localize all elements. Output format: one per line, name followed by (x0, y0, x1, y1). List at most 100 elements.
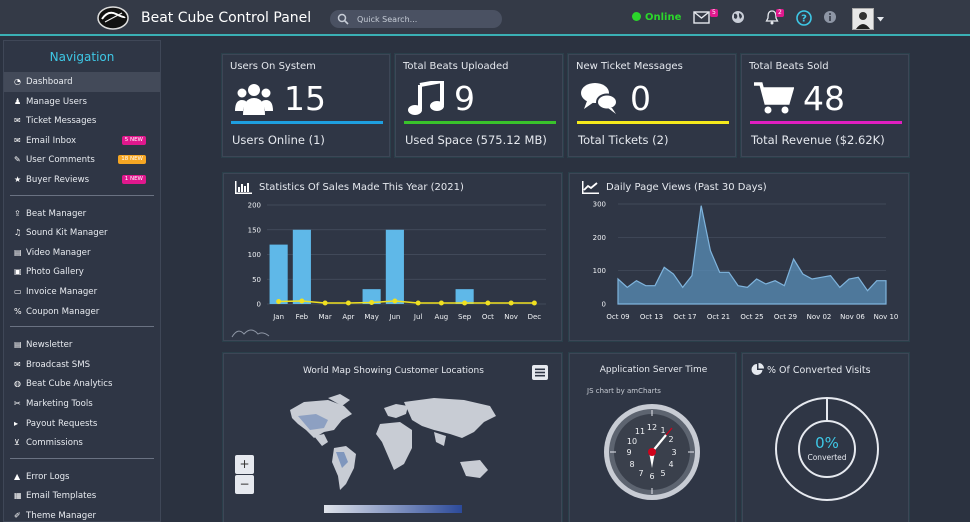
new-badge: 5 NEW (121, 135, 146, 145)
help-icon[interactable]: ? (796, 10, 812, 26)
svg-text:6: 6 (649, 472, 654, 481)
stat-value: 15 (284, 79, 326, 118)
sales-chart[interactable]: 0 50 100 150 200 Jan Feb Mar Apr May Jun Jul Aug Sep O… (224, 174, 563, 342)
sidebar-item-label: Manage Users (26, 96, 87, 107)
globe-icon[interactable] (731, 10, 745, 24)
sidebar-item-label: Beat Cube Analytics (26, 379, 113, 390)
envelope-icon[interactable] (693, 10, 711, 24)
x-tick-label: Jul (413, 313, 423, 321)
sidebar-item-video-manager[interactable]: ▤ Video Manager (4, 243, 160, 263)
svg-text:12: 12 (647, 423, 657, 432)
stat-footer: Used Space (575.12 MB) (405, 133, 547, 147)
pageviews-area (617, 205, 887, 305)
comments-icon: ✉ (14, 116, 21, 126)
sidebar-item-dashboard[interactable]: ◔ Dashboard (4, 72, 160, 92)
sales-trend-point (345, 300, 351, 306)
sidebar-item-label: Dashboard (26, 77, 73, 87)
sidebar-item-buyer-reviews[interactable]: ★ Buyer Reviews 1 NEW (4, 170, 160, 190)
zoom-out-button[interactable]: − (235, 475, 254, 494)
new-badge: 18 NEW (118, 155, 146, 165)
sidebar-item-ticket-messages[interactable]: ✉ Ticket Messages (4, 111, 160, 131)
svg-text:1: 1 (660, 426, 665, 435)
sales-trend-point (485, 300, 491, 306)
stat-title: Users On System (230, 61, 316, 72)
sales-chart-panel: Statistics Of Sales Made This Year (2021… (223, 173, 562, 341)
sidebar-item-label: Commissions (26, 438, 83, 449)
sidebar-item-manage-users[interactable]: ♟ Manage Users (4, 92, 160, 112)
sidebar-item-label: Email Templates (26, 491, 97, 502)
search-box[interactable] (330, 10, 502, 28)
y-tick-label: 150 (248, 226, 261, 234)
sales-trend-point (462, 300, 468, 306)
sidebar-item-label: Video Manager (26, 247, 91, 258)
sidebar-item-email-inbox[interactable]: ✉ Email Inbox 5 NEW (4, 131, 160, 151)
world-map[interactable] (284, 390, 504, 500)
sidebar-item-email-templates[interactable]: ▦ Email Templates (4, 486, 160, 506)
status-label: Online (645, 12, 682, 23)
server-time-panel: Application Server Time JS chart by amCh… (569, 353, 736, 522)
sidebar: Navigation ◔ Dashboard ♟ Manage Users ✉ Ticke… (3, 40, 161, 522)
sales-trend-point (369, 300, 375, 306)
svg-text:2: 2 (668, 435, 673, 444)
sidebar-item-label: Coupon Manager (26, 306, 100, 317)
money-icon: ▭ (14, 286, 22, 296)
stat-card-new-ticket-messages: New Ticket Messages 0 Total Tickets (2) (568, 54, 736, 157)
bell-icon[interactable] (765, 10, 779, 25)
sales-trend-point (322, 300, 328, 306)
sidebar-item-beat-cube-analytics[interactable]: ◍ Beat Cube Analytics (4, 374, 160, 394)
y-tick-label: 200 (248, 202, 261, 210)
top-bar: Beat Cube Control Panel Online 5 2 ? (0, 0, 970, 36)
sidebar-item-commissions[interactable]: ⊻ Commissions (4, 433, 160, 453)
sidebar-item-label: Invoice Manager (26, 286, 98, 297)
sidebar-item-photo-gallery[interactable]: ▣ Photo Gallery (4, 262, 160, 282)
sidebar-item-newsletter[interactable]: ▤ Newsletter (4, 335, 160, 355)
search-icon (337, 13, 349, 25)
converted-percent: 0% (815, 434, 839, 452)
stat-title: New Ticket Messages (576, 61, 683, 72)
search-input[interactable] (357, 12, 497, 26)
world-map-panel: World Map Showing Customer Locations + − (223, 353, 562, 522)
svg-text:9: 9 (626, 448, 631, 457)
svg-text:?: ? (801, 14, 807, 25)
sidebar-item-payout-requests[interactable]: ▸ Payout Requests (4, 414, 160, 434)
zoom-in-button[interactable]: + (235, 455, 254, 474)
stat-title: Total Beats Uploaded (403, 61, 509, 72)
info-icon[interactable] (823, 10, 837, 24)
menu-icon[interactable] (532, 365, 548, 380)
x-tick-label: Jan (272, 313, 284, 321)
sidebar-item-label: Newsletter (26, 340, 73, 351)
sidebar-item-label: Marketing Tools (26, 398, 93, 409)
y-tick-label: 50 (252, 276, 261, 284)
converted-visits-panel: % Of Converted Visits 0% Converted (742, 353, 909, 522)
sidebar-item-error-logs[interactable]: ▲ Error Logs (4, 467, 160, 487)
sidebar-item-coupon-manager[interactable]: % Coupon Manager (4, 302, 160, 322)
sidebar-item-user-comments[interactable]: ✎ User Comments 18 NEW (4, 150, 160, 170)
sidebar-item-label: Photo Gallery (26, 267, 84, 278)
sidebar-item-broadcast-sms[interactable]: ✉ Broadcast SMS (4, 355, 160, 375)
sidebar-item-sound-kit-manager[interactable]: ♫ Sound Kit Manager (4, 223, 160, 243)
sales-bar (269, 244, 288, 304)
sidebar-item-beat-manager[interactable]: ⇪ Beat Manager (4, 204, 160, 224)
mail-badge: 5 (710, 9, 718, 17)
sales-trend-line (278, 300, 535, 304)
x-tick-label: Oct 21 (707, 313, 730, 321)
users-icon: ♟ (14, 96, 22, 106)
sidebar-item-label: Theme Manager (26, 510, 97, 521)
beat-cube-logo[interactable] (96, 5, 130, 31)
sidebar-item-invoice-manager[interactable]: ▭ Invoice Manager (4, 282, 160, 302)
percent-icon: % (14, 306, 22, 316)
stat-accent-line (231, 121, 383, 124)
y-tick-label: 0 (257, 301, 261, 309)
online-status: Online (632, 12, 681, 23)
svg-text:4: 4 (668, 460, 673, 469)
chevron-down-icon[interactable] (877, 17, 884, 22)
online-dot (632, 12, 641, 21)
tools-icon: ✂ (14, 398, 21, 408)
sidebar-item-label: Beat Manager (26, 208, 87, 219)
nav-title: Navigation (49, 50, 115, 64)
user-avatar[interactable] (852, 8, 874, 30)
sidebar-item-marketing-tools[interactable]: ✂ Marketing Tools (4, 394, 160, 414)
sidebar-item-theme-manager[interactable]: ✐ Theme Manager (4, 506, 160, 522)
pageviews-chart[interactable]: 0 100 200 300 Oct 09 Oct 13 Oct 17 Oct 21 Oct 25… (570, 174, 910, 342)
